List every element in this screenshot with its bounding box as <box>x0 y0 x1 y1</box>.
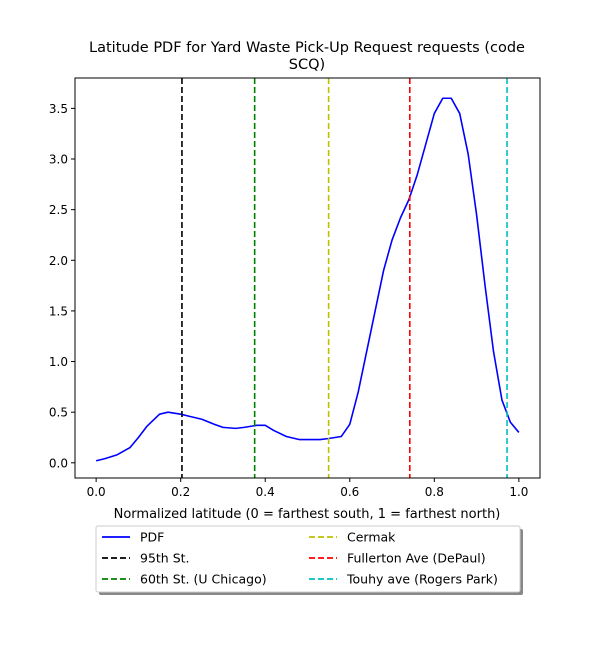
x-tick-label: 0.2 <box>171 485 190 499</box>
legend-label: 60th St. (U Chicago) <box>140 572 267 587</box>
y-tick-label: 0.5 <box>49 406 68 420</box>
pdf-line <box>95 97 520 462</box>
y-tick-label: 3.0 <box>49 153 68 167</box>
chart-title-line-1: Latitude PDF for Yard Waste Pick-Up Requ… <box>89 40 525 56</box>
x-tick-label: 0.4 <box>256 485 275 499</box>
legend-label: PDF <box>140 530 164 545</box>
y-tick-label: 1.0 <box>49 355 68 369</box>
legend-box <box>95 525 521 593</box>
x-tick-label: 0.8 <box>425 485 444 499</box>
y-tick-label: 1.5 <box>49 304 68 318</box>
plot-area <box>95 78 520 478</box>
y-tick-label: 2.5 <box>49 203 68 217</box>
y-tick-label: 0.0 <box>49 456 68 470</box>
legend: PDF 95th St. 60th St. (U Chicago) Cermak Ful… <box>95 525 523 595</box>
legend-label: Fullerton Ave (DePaul) <box>347 551 486 566</box>
legend-label: 95th St. <box>140 551 190 566</box>
y-tick-label: 3.5 <box>49 102 68 116</box>
legend-label: Touhy ave (Rogers Park) <box>346 572 498 587</box>
x-tick-label: 0.0 <box>87 485 106 499</box>
y-axis: 0.0 0.5 1.0 1.5 2.0 2.5 3.0 3.5 <box>49 102 75 470</box>
x-axis-label: Normalized latitude (0 = farthest south,… <box>114 507 501 522</box>
x-tick-label: 0.6 <box>340 485 359 499</box>
plot-frame <box>74 77 541 479</box>
chart-title-line-2: SCQ) <box>289 57 325 73</box>
legend-label: Cermak <box>347 530 396 545</box>
x-tick-label: 1.0 <box>509 485 528 499</box>
y-tick-label: 2.0 <box>49 254 68 268</box>
x-axis: 0.0 0.2 0.4 0.6 0.8 1.0 <box>87 478 528 499</box>
